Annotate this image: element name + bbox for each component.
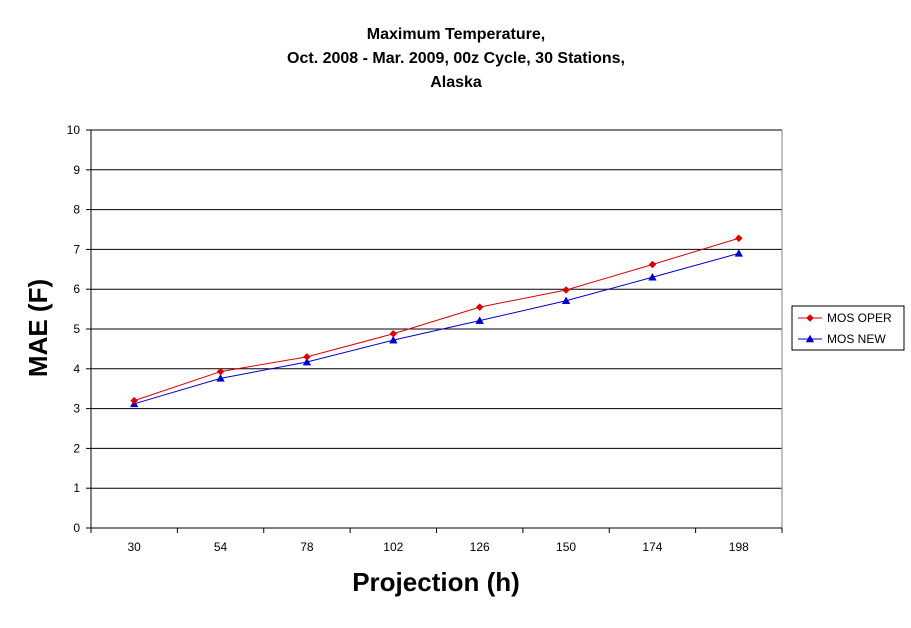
data-point	[648, 260, 657, 269]
data-point	[734, 234, 743, 243]
x-tick-label: 54	[214, 540, 228, 554]
data-point	[475, 303, 484, 311]
y-tick-label: 5	[73, 322, 80, 336]
legend-swatch-marker	[805, 334, 815, 343]
gridlines	[91, 129, 783, 528]
series-line	[134, 237, 739, 402]
data-point	[216, 367, 225, 376]
data-point	[562, 286, 570, 294]
data-point	[561, 296, 571, 305]
y-tick-label: 0	[73, 521, 80, 535]
legend-label: MOS NEW	[827, 332, 886, 346]
x-tick-label: 150	[556, 540, 576, 554]
data-point	[475, 316, 484, 324]
data-point	[648, 272, 657, 281]
y-axis: 0 1 2 3 4 5 6 7 8 9 10	[67, 123, 92, 535]
chart-title-line-2: Oct. 2008 - Mar. 2009, 00z Cycle, 30 Sta…	[287, 50, 625, 67]
x-tick-label: 174	[642, 540, 662, 554]
x-tick-label: 126	[470, 540, 490, 554]
y-tick-label: 7	[73, 242, 80, 256]
x-tick-label: 78	[300, 540, 314, 554]
series-lines	[129, 234, 744, 408]
legend-swatch-marker	[806, 314, 814, 322]
series-line	[134, 252, 739, 405]
x-axis: 30 54 78 102 126 150 174 198	[90, 527, 783, 554]
x-tick-label: 102	[383, 540, 403, 554]
data-point	[303, 353, 311, 361]
legend-box	[791, 305, 905, 351]
data-point	[216, 374, 225, 382]
y-tick-label: 4	[73, 362, 80, 376]
data-point	[389, 335, 398, 344]
y-tick-label: 1	[73, 481, 80, 495]
x-tick-label: 198	[729, 540, 749, 554]
data-point	[734, 249, 744, 257]
y-axis-title: MAE (F)	[23, 279, 53, 377]
y-tick-label: 9	[73, 163, 80, 177]
chart-title-line-3: Alaska	[430, 74, 482, 91]
y-tick-label: 6	[73, 282, 80, 296]
data-point	[302, 357, 312, 366]
data-point	[130, 396, 139, 405]
x-tick-label: 30	[128, 540, 142, 554]
data-point	[389, 329, 398, 338]
y-tick-label: 10	[67, 123, 81, 137]
chart-title-line-1: Maximum Temperature,	[367, 26, 545, 43]
y-tick-label: 8	[73, 203, 80, 217]
chart-title: Maximum Temperature, Oct. 2008 - Mar. 20…	[287, 26, 625, 91]
x-axis-title: Projection (h)	[352, 567, 520, 597]
legend: MOS OPER MOS NEW	[791, 305, 905, 351]
y-tick-label: 2	[73, 441, 80, 455]
legend-label: MOS OPER	[827, 311, 892, 325]
y-tick-label: 3	[73, 402, 80, 416]
